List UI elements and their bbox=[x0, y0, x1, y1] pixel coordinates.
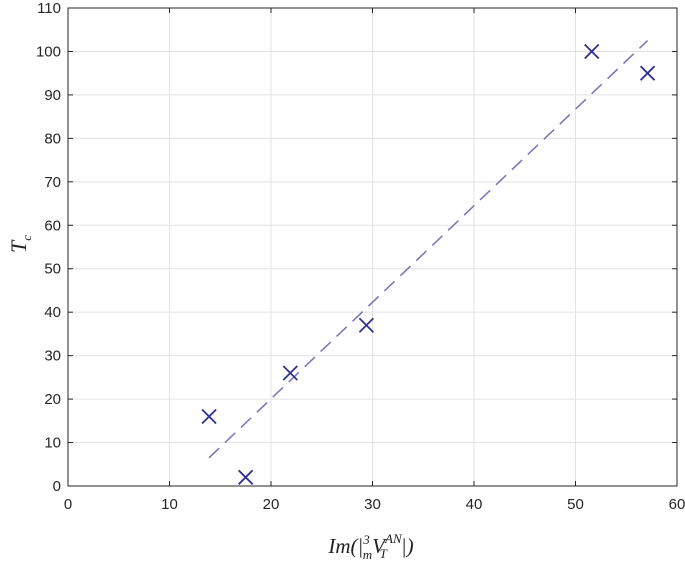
x-axis-title-sub: T bbox=[380, 546, 388, 561]
marker-stroke bbox=[201, 408, 217, 425]
grid-lines bbox=[67, 7, 678, 487]
data-point-x-marker bbox=[282, 365, 298, 381]
marker-stroke bbox=[237, 469, 254, 485]
y-axis-title: Tc bbox=[6, 235, 34, 253]
data-point-x-marker bbox=[237, 469, 254, 485]
data-point-x-marker bbox=[358, 317, 375, 333]
data-points bbox=[201, 43, 656, 485]
y-tick-label: 50 bbox=[44, 261, 61, 278]
x-tick-label: 20 bbox=[263, 496, 280, 513]
marker-stroke bbox=[639, 65, 656, 81]
y-tick-label: 110 bbox=[37, 0, 61, 17]
data-point-x-marker bbox=[639, 65, 656, 81]
x-axis-title-base: V bbox=[372, 534, 387, 558]
x-axis-title-presup: 3 bbox=[362, 532, 370, 547]
y-tick-label: 60 bbox=[44, 217, 61, 234]
y-tick-label: 10 bbox=[44, 435, 61, 452]
y-tick-label: 0 bbox=[53, 478, 61, 495]
x-tick-label: 60 bbox=[669, 496, 685, 513]
data-point-x-marker bbox=[584, 43, 600, 60]
x-axis-title: Im(|3 mVAN T |) bbox=[327, 531, 413, 562]
axis-ticks: 0 10 20 30 40 50 60 0 10 20 30 40 50 60 70 80 90 100 110 bbox=[36, 0, 685, 513]
y-axis-title-base: T bbox=[6, 239, 31, 253]
x-tick-label: 40 bbox=[466, 496, 483, 513]
y-tick-label: 80 bbox=[44, 130, 61, 147]
x-tick-label: 10 bbox=[161, 496, 178, 513]
x-axis-title-prefix: Im(| bbox=[327, 534, 363, 558]
fit-line-layer bbox=[208, 40, 649, 459]
x-axis-title-suffix: |) bbox=[401, 534, 414, 558]
x-axis-title-presub: m bbox=[363, 547, 372, 562]
data-point-x-marker bbox=[201, 408, 217, 425]
y-axis-title-subscript: c bbox=[19, 235, 34, 241]
y-tick-label: 70 bbox=[44, 174, 61, 191]
y-tick-label: 90 bbox=[44, 87, 61, 104]
y-tick-label: 100 bbox=[36, 43, 61, 60]
x-axis-title-sup: AN bbox=[384, 531, 403, 546]
marker-stroke bbox=[584, 43, 600, 60]
y-tick-label: 40 bbox=[44, 304, 61, 321]
y-tick-label: 20 bbox=[44, 391, 61, 408]
x-tick-label: 0 bbox=[64, 496, 72, 513]
x-tick-label: 30 bbox=[364, 496, 381, 513]
marker-stroke bbox=[282, 365, 298, 381]
x-tick-label: 50 bbox=[567, 496, 584, 513]
fit-line bbox=[208, 40, 649, 459]
y-tick-label: 30 bbox=[44, 348, 61, 365]
marker-stroke bbox=[358, 317, 375, 333]
